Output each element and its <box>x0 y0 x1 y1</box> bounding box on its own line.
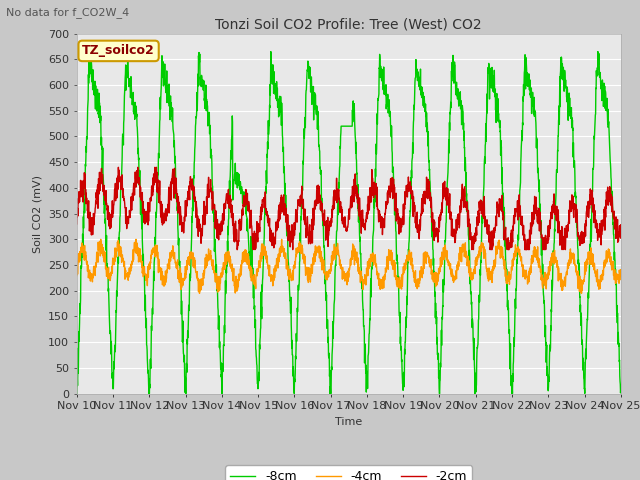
-4cm <box>73 273 81 278</box>
-8cm <box>365 349 372 355</box>
-8cm <box>376 74 384 80</box>
Y-axis label: Soil CO2 (mV): Soil CO2 (mV) <box>33 175 42 252</box>
-2cm <box>225 199 232 204</box>
-4cm <box>570 256 577 262</box>
-8cm <box>617 386 625 392</box>
-2cm <box>233 247 241 252</box>
-4cm <box>196 290 204 296</box>
-8cm <box>569 125 577 131</box>
-4cm <box>584 249 592 255</box>
-4cm <box>225 255 233 261</box>
-8cm <box>267 49 275 55</box>
Line: -4cm: -4cm <box>77 240 621 293</box>
-2cm <box>73 221 81 227</box>
Line: -2cm: -2cm <box>77 168 621 250</box>
-2cm <box>570 193 577 199</box>
-8cm <box>73 391 81 396</box>
-4cm <box>377 286 385 291</box>
-2cm <box>584 200 592 205</box>
-8cm <box>584 293 592 299</box>
-8cm <box>225 217 232 223</box>
-2cm <box>377 225 385 231</box>
Line: -8cm: -8cm <box>77 52 621 394</box>
-4cm <box>365 265 372 271</box>
-2cm <box>115 165 122 170</box>
Title: Tonzi Soil CO2 Profile: Tree (West) CO2: Tonzi Soil CO2 Profile: Tree (West) CO2 <box>216 17 482 31</box>
-4cm <box>97 237 104 242</box>
-2cm <box>617 222 625 228</box>
-2cm <box>508 243 515 249</box>
Text: No data for f_CO2W_4: No data for f_CO2W_4 <box>6 7 130 18</box>
-2cm <box>365 202 372 207</box>
Text: TZ_soilco2: TZ_soilco2 <box>82 44 155 58</box>
-4cm <box>617 276 625 282</box>
X-axis label: Time: Time <box>335 417 362 427</box>
Legend: -8cm, -4cm, -2cm: -8cm, -4cm, -2cm <box>225 465 472 480</box>
-4cm <box>508 269 515 275</box>
-8cm <box>507 382 515 388</box>
